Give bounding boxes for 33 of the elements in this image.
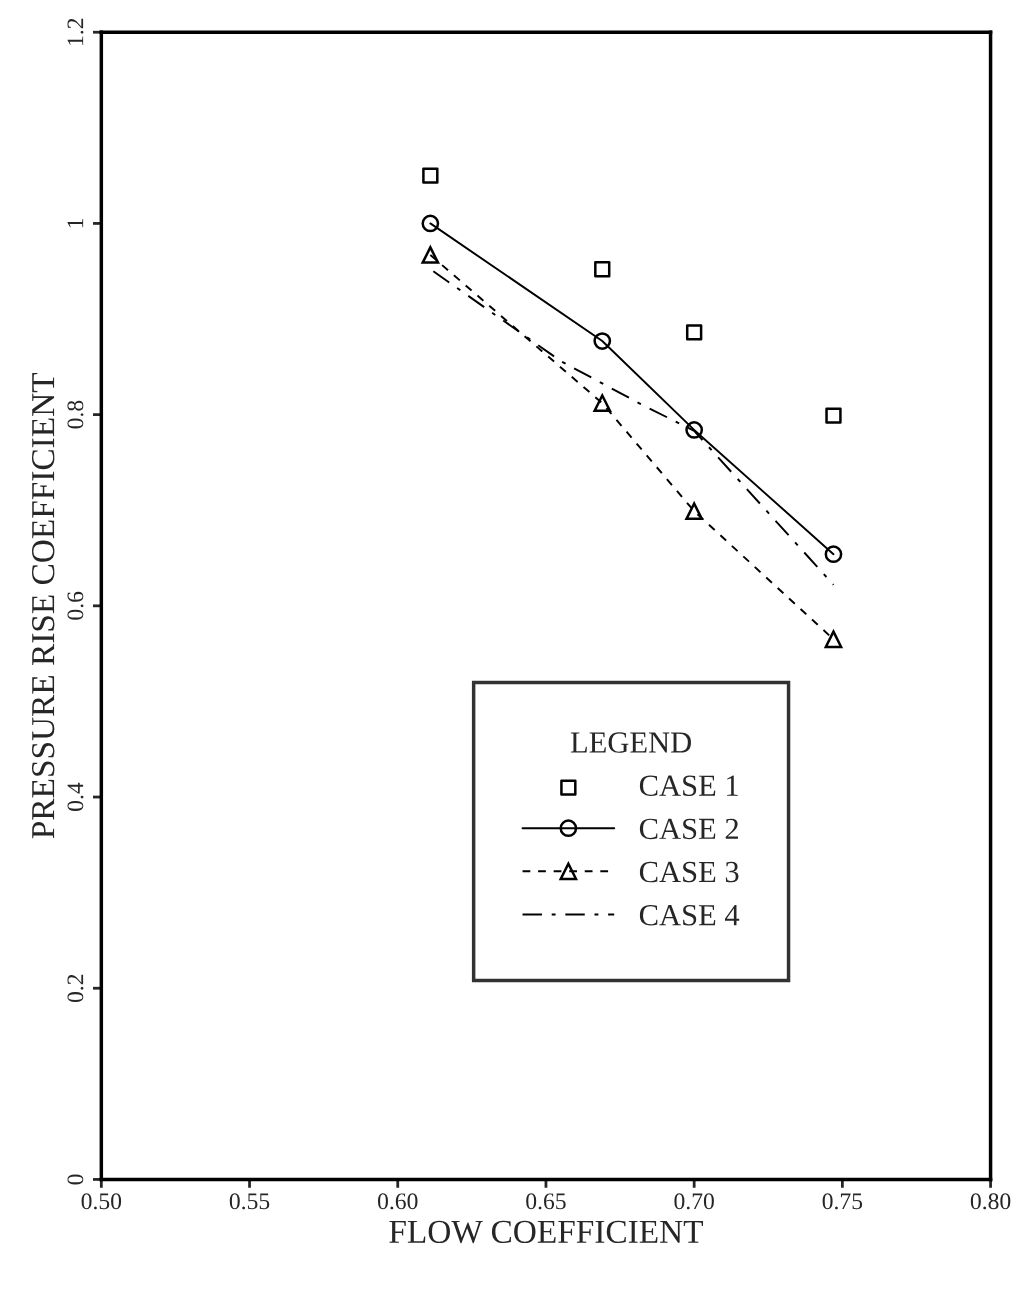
- point: [594, 261, 611, 278]
- y-tick-label: 0.8: [67, 400, 84, 429]
- point: [824, 545, 843, 564]
- point: [421, 246, 440, 264]
- y-tick-label: 0.4: [67, 782, 84, 811]
- legend-label: CASE 1: [639, 775, 738, 796]
- x-tick-label: 0.65: [526, 1193, 566, 1210]
- y-tick-label: 1.2: [67, 18, 84, 45]
- legend-label: CASE 2: [639, 818, 738, 840]
- point: [422, 167, 439, 184]
- x-tick-label: 0.55: [229, 1193, 270, 1210]
- y-tick-label: 0.2: [67, 974, 84, 1003]
- x-tick-label: 0.80: [970, 1193, 1011, 1210]
- x-tick-label: 0.50: [81, 1193, 122, 1210]
- x-axis-title: FLOW COEFFICIENT: [389, 1220, 703, 1244]
- x-tick-label: 0.75: [822, 1193, 863, 1210]
- legend-title: LEGEND: [570, 732, 691, 753]
- legend-label: CASE 4: [639, 904, 740, 926]
- y-axis-title: PRESSURE RISE COEFFICIENT: [32, 373, 55, 839]
- y-tick-label: 0.6: [67, 591, 84, 620]
- legend-label: CASE 3: [639, 861, 739, 883]
- point: [593, 332, 612, 350]
- x-tick-label: 0.60: [377, 1193, 418, 1210]
- point: [824, 630, 843, 649]
- point: [421, 214, 440, 233]
- y-tick-label: 1: [67, 218, 84, 228]
- point: [825, 407, 842, 424]
- x-tick-label: 0.70: [674, 1193, 714, 1210]
- y-tick-label: 0: [67, 1174, 84, 1185]
- point: [593, 394, 612, 413]
- point: [685, 421, 704, 439]
- point: [685, 502, 704, 521]
- point: [685, 324, 703, 341]
